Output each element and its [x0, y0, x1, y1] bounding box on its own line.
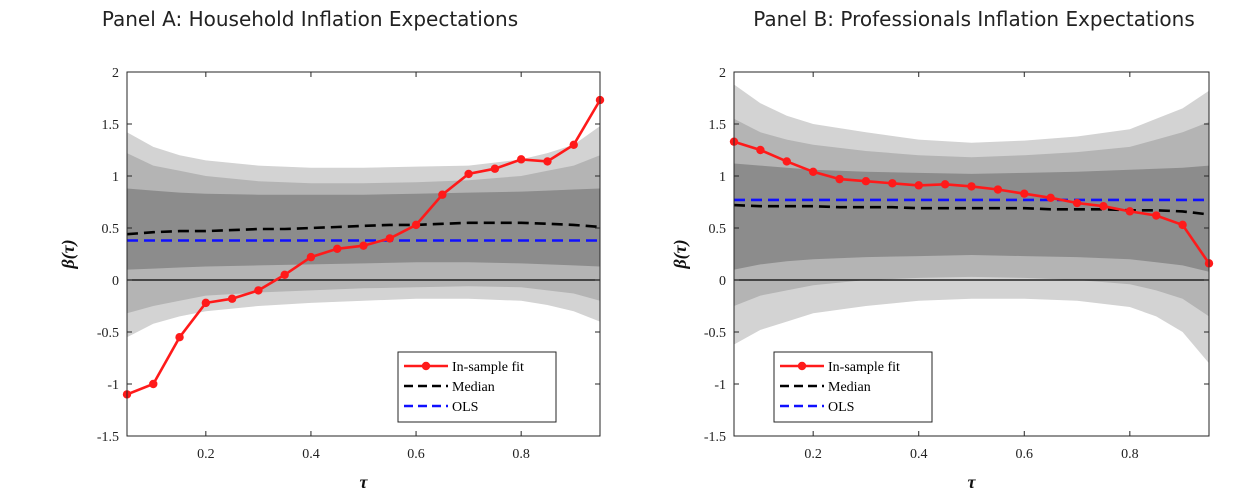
in-sample-fit-point: [490, 164, 500, 173]
axes-frame: [733, 71, 1210, 437]
in-sample-fit-point: [438, 190, 447, 199]
axes-frame: [126, 71, 601, 437]
y-tick-label: 1.5: [709, 118, 727, 133]
median-line: [127, 221, 600, 236]
x-tick-label: 0.8: [1121, 447, 1139, 462]
x-tick-label: 0.8: [512, 447, 530, 462]
in-sample-fit-point: [914, 181, 923, 190]
legend-ols-label: OLS: [828, 400, 854, 415]
in-sample-fit-point: [782, 157, 791, 166]
in-sample-fit-point: [967, 182, 976, 191]
y-tick-label: 0: [719, 274, 726, 289]
in-sample-fit-point: [516, 155, 526, 164]
panel-a: Panel A: Household Inflation Expectation…: [58, 7, 605, 492]
y-tick-label: 1: [719, 170, 726, 185]
y-tick-label: 0.5: [709, 222, 727, 237]
in-sample-fit-point: [543, 157, 552, 166]
x-tick-label: 0.4: [910, 447, 928, 462]
in-sample-fit-point: [149, 379, 158, 389]
in-sample-fit-point: [385, 234, 394, 243]
in-sample-fit-point: [1072, 198, 1082, 208]
chart-title: Panel B: Professionals Inflation Expecta…: [753, 7, 1195, 31]
legend-median-label: Median: [452, 380, 495, 395]
in-sample-fit-point: [201, 298, 211, 308]
y-tick-label: 2: [719, 66, 726, 81]
in-sample-fit-point: [756, 145, 765, 155]
legend: In-sample fit Median OLS: [773, 351, 933, 423]
y-tick-label: 0: [112, 274, 119, 289]
legend-fit-label: In-sample fit: [828, 360, 900, 375]
x-axis-label: τ: [360, 472, 369, 492]
x-tick-label: 0.6: [1016, 447, 1034, 462]
legend-fit-marker: [797, 361, 807, 371]
y-tick-label: -1: [107, 378, 119, 393]
in-sample-fit-point: [306, 252, 316, 262]
in-sample-fit-point: [1020, 189, 1029, 198]
x-axis-label: τ: [968, 472, 977, 492]
confidence-band-inner: [127, 188, 600, 270]
y-axis-label: β(τ): [58, 239, 79, 269]
in-sample-fit-point: [359, 241, 368, 250]
in-sample-fit-point: [993, 185, 1003, 194]
x-tick-label: 0.6: [407, 447, 425, 462]
x-tick-label: 0.4: [302, 447, 320, 462]
legend: In-sample fit Median OLS: [397, 351, 557, 423]
in-sample-fit-point: [464, 169, 473, 179]
legend-median-label: Median: [828, 380, 871, 395]
y-tick-label: -0.5: [704, 326, 726, 341]
in-sample-fit-point: [1152, 211, 1161, 220]
y-tick-label: 1.5: [102, 118, 120, 133]
plot-area: [127, 99, 600, 396]
legend-ols-label: OLS: [452, 400, 478, 415]
y-tick-label: 0.5: [102, 222, 120, 237]
in-sample-fit-point: [808, 167, 818, 177]
y-tick-label: -0.5: [97, 326, 119, 341]
in-sample-fit-point: [227, 294, 237, 303]
panel-b: Panel B: Professionals Inflation Expecta…: [670, 7, 1214, 492]
in-sample-fit-point: [888, 179, 897, 188]
in-sample-fit-point: [411, 220, 421, 230]
y-tick-label: -1.5: [704, 430, 726, 445]
in-sample-fit-point: [861, 177, 871, 186]
legend-fit-label: In-sample fit: [452, 360, 524, 375]
in-sample-fit-point: [940, 180, 950, 189]
y-tick-label: -1: [714, 378, 726, 393]
chart-title: Panel A: Household Inflation Expectation…: [102, 7, 518, 31]
y-tick-label: -1.5: [97, 430, 119, 445]
y-tick-label: 1: [112, 170, 119, 185]
in-sample-fit-point: [333, 244, 342, 253]
in-sample-fit-point: [175, 333, 184, 342]
in-sample-fit-point: [254, 286, 263, 295]
in-sample-fit-point: [1178, 220, 1187, 230]
x-tick-label: 0.2: [804, 447, 822, 462]
in-sample-fit-point: [1125, 207, 1135, 216]
in-sample-fit-point: [1099, 201, 1108, 211]
in-sample-fit-point: [835, 174, 844, 184]
legend-fit-marker: [421, 361, 431, 371]
y-tick-label: 2: [112, 66, 119, 81]
y-axis-label: β(τ): [670, 239, 691, 269]
in-sample-fit-point: [280, 270, 289, 279]
x-tick-label: 0.2: [197, 447, 215, 462]
in-sample-fit-point: [569, 140, 578, 149]
plot-area: [734, 84, 1209, 364]
confidence-band-inner: [734, 163, 1209, 272]
in-sample-fit-point: [1046, 193, 1055, 203]
